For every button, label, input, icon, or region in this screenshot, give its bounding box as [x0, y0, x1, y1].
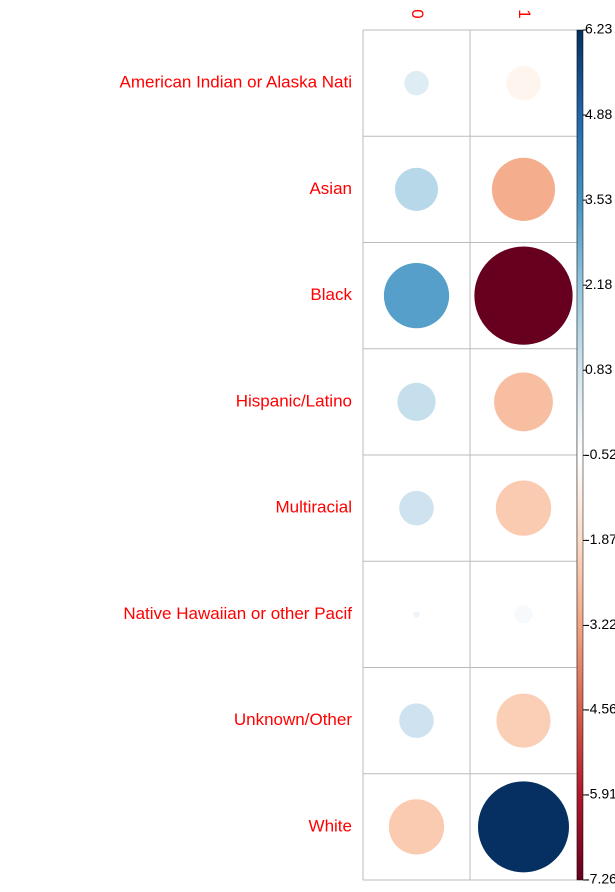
- color-tick-label: -3.22: [585, 616, 615, 632]
- color-tick-label: 0.83: [585, 361, 612, 377]
- bubble: [413, 611, 420, 618]
- row-label: Native Hawaiian or other Pacif: [123, 604, 352, 623]
- bubble: [397, 382, 436, 421]
- color-bar: [576, 29, 584, 881]
- color-tick-label: -1.87: [585, 531, 615, 547]
- bubble: [474, 246, 573, 345]
- bubble: [491, 157, 556, 221]
- color-tick-label: -4.56: [585, 701, 615, 717]
- bubble: [404, 70, 429, 96]
- column-label: 1: [515, 9, 534, 18]
- row-label: Black: [310, 285, 352, 304]
- color-tick-label: 4.88: [585, 106, 612, 122]
- row-label: White: [309, 816, 352, 835]
- bubble: [394, 167, 439, 211]
- row-label: Hispanic/Latino: [236, 391, 352, 410]
- bubble: [383, 263, 450, 329]
- bubble: [494, 372, 553, 432]
- color-tick-label: -0.52: [585, 446, 615, 462]
- color-tick-label: -5.91: [585, 786, 615, 802]
- bubble: [495, 480, 552, 536]
- color-tick-label: 6.23: [585, 21, 612, 37]
- bubble: [506, 65, 541, 101]
- row-label: Unknown/Other: [234, 710, 352, 729]
- color-tick-label: -7.26: [585, 871, 615, 887]
- row-label: Multiracial: [275, 498, 352, 517]
- row-label: Asian: [309, 179, 352, 198]
- column-label: 0: [408, 9, 427, 18]
- bubble: [477, 781, 570, 873]
- bubble: [388, 799, 445, 855]
- bubble: [514, 605, 533, 624]
- color-tick-label: 2.18: [585, 276, 612, 292]
- color-tick-label: 3.53: [585, 191, 612, 207]
- bubble: [496, 693, 551, 748]
- row-label: American Indian or Alaska Nati: [120, 73, 352, 92]
- bubble: [399, 490, 434, 526]
- bubble: [399, 703, 434, 738]
